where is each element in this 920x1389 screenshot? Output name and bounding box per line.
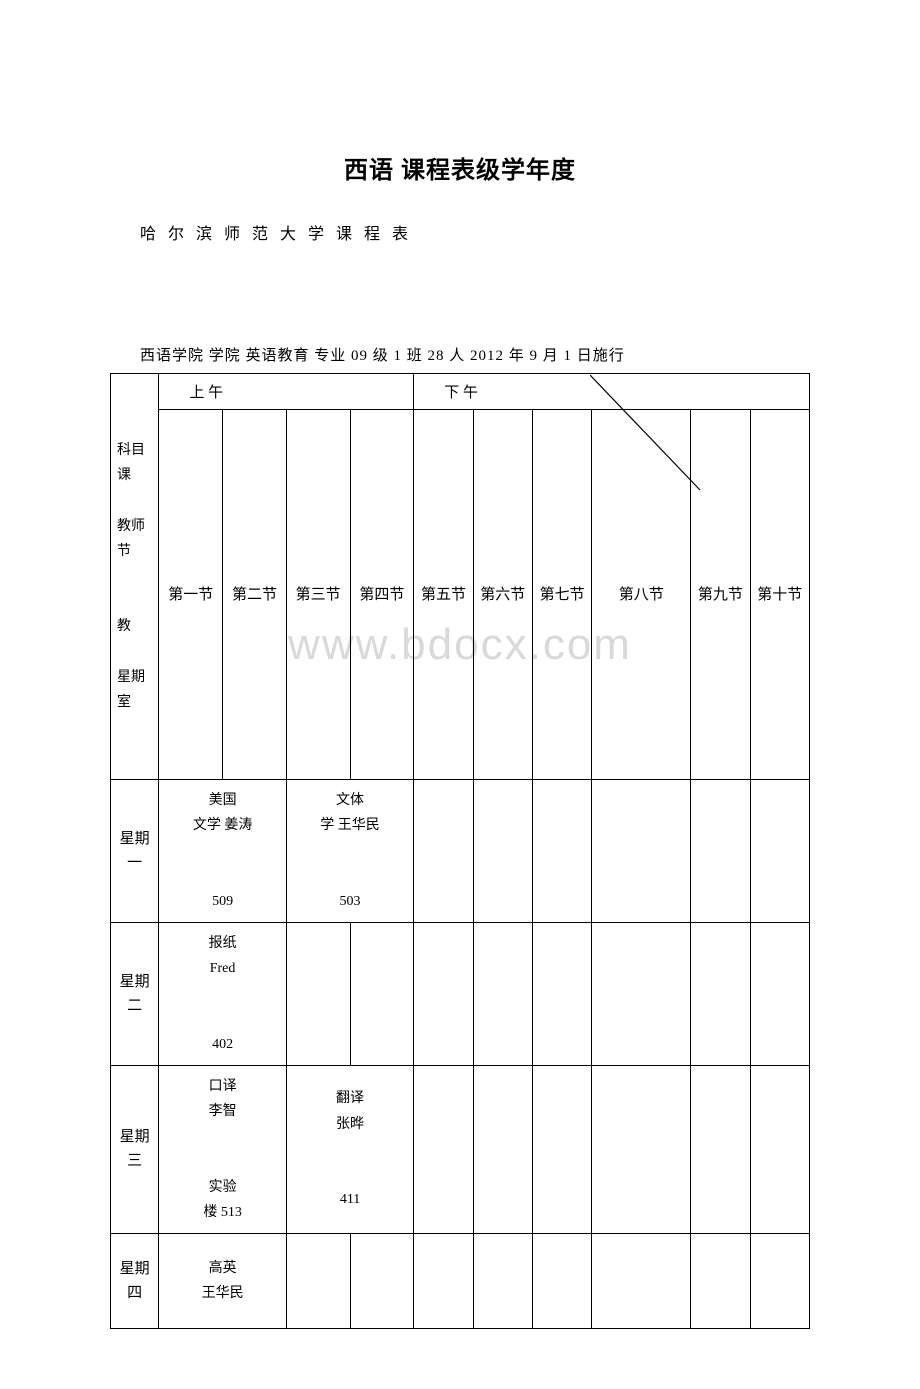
tue-period-9 <box>691 922 750 1065</box>
tuesday-row: 星期二 报纸Fred402 <box>111 922 810 1065</box>
wed-period-9 <box>691 1065 750 1233</box>
mon-period-6 <box>473 780 532 923</box>
period-9: 第九节 <box>691 410 750 780</box>
period-4: 第四节 <box>350 410 414 780</box>
mon-period-5 <box>414 780 473 923</box>
wednesday-label: 星期三 <box>111 1065 159 1233</box>
mon-period-3-4: 文体学 王华民503 <box>286 780 413 923</box>
class-info-line: 西语学院 学院 英语教育 专业 09 级 1 班 28 人 2012 年 9 月… <box>140 344 810 365</box>
period-1: 第一节 <box>159 410 223 780</box>
document-subtitle: 哈 尔 滨 师 范 大 学 课 程 表 <box>140 220 810 244</box>
thu-period-9 <box>691 1234 750 1329</box>
document-title: 西语 课程表级学年度 <box>110 150 810 185</box>
tue-period-3 <box>286 922 350 1065</box>
thu-period-7 <box>532 1234 591 1329</box>
monday-row: 星期一 美国文学 姜涛509 文体学 王华民503 <box>111 780 810 923</box>
corner-label-teacher: 教师节 <box>117 519 145 559</box>
tue-period-10 <box>750 922 809 1065</box>
tue-period-6 <box>473 922 532 1065</box>
tue-period-8 <box>592 922 691 1065</box>
thu-period-5 <box>414 1234 473 1329</box>
mon-period-8 <box>592 780 691 923</box>
corner-label-subject: 科目课 <box>117 443 145 483</box>
thu-period-1-2: 高英王华民 <box>159 1234 286 1329</box>
corner-header-cell: 科目课 教师节 教 星期室 <box>111 374 159 780</box>
mon-period-1-2: 美国文学 姜涛509 <box>159 780 286 923</box>
morning-header: 上 午 <box>159 374 414 410</box>
thu-period-10 <box>750 1234 809 1329</box>
mon-period-9 <box>691 780 750 923</box>
corner-label-room2: 星期室 <box>117 670 145 710</box>
thu-period-8 <box>592 1234 691 1329</box>
thursday-row: 星期四 高英王华民 <box>111 1234 810 1329</box>
monday-label: 星期一 <box>111 780 159 923</box>
wed-period-8 <box>592 1065 691 1233</box>
wed-period-7 <box>532 1065 591 1233</box>
wednesday-row: 星期三 口译李智实验楼 513 翻译张晔411 <box>111 1065 810 1233</box>
period-5: 第五节 <box>414 410 473 780</box>
wed-period-3-4: 翻译张晔411 <box>286 1065 413 1233</box>
period-10: 第十节 <box>750 410 809 780</box>
tue-period-5 <box>414 922 473 1065</box>
thu-period-6 <box>473 1234 532 1329</box>
time-section-row: 科目课 教师节 教 星期室 上 午 下 午 <box>111 374 810 410</box>
period-labels-row: 第一节 第二节 第三节 第四节 第五节 第六节 第七节 第八节 第九节 第十节 <box>111 410 810 780</box>
wed-period-10 <box>750 1065 809 1233</box>
period-7: 第七节 <box>532 410 591 780</box>
tue-period-1-2: 报纸Fred402 <box>159 922 286 1065</box>
period-3: 第三节 <box>286 410 350 780</box>
wed-period-1-2: 口译李智实验楼 513 <box>159 1065 286 1233</box>
mon-period-10 <box>750 780 809 923</box>
period-6: 第六节 <box>473 410 532 780</box>
schedule-table: 科目课 教师节 教 星期室 上 午 下 午 第一节 第二节 第三节 第四节 第五… <box>110 373 810 1329</box>
afternoon-header: 下 午 <box>414 374 810 410</box>
corner-label-room1: 教 <box>117 619 131 634</box>
tue-period-7 <box>532 922 591 1065</box>
wed-period-6 <box>473 1065 532 1233</box>
thursday-label: 星期四 <box>111 1234 159 1329</box>
wed-period-5 <box>414 1065 473 1233</box>
mon-period-7 <box>532 780 591 923</box>
period-2: 第二节 <box>223 410 287 780</box>
period-8: 第八节 <box>592 410 691 780</box>
tuesday-label: 星期二 <box>111 922 159 1065</box>
thu-period-3 <box>286 1234 350 1329</box>
thu-period-4 <box>350 1234 414 1329</box>
tue-period-4 <box>350 922 414 1065</box>
